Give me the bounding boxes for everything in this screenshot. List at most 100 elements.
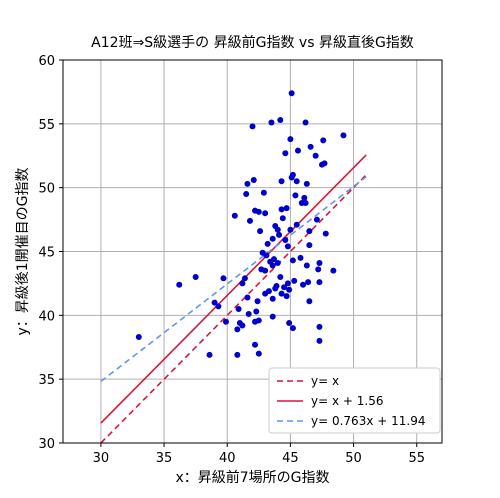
data-point xyxy=(287,136,294,143)
data-point xyxy=(268,119,275,126)
chart-title: A12班⇒S級選手の 昇級前G指数 vs 昇級直後G指数 xyxy=(91,34,414,51)
data-points xyxy=(135,90,347,358)
fit-lines xyxy=(100,154,367,444)
x-tick-label: 45 xyxy=(282,451,299,466)
data-point xyxy=(231,212,238,219)
data-point xyxy=(292,192,299,199)
data-point xyxy=(289,325,296,332)
legend-label: y= x xyxy=(311,374,339,388)
data-point xyxy=(301,194,308,201)
data-point xyxy=(135,334,142,341)
data-point xyxy=(277,117,284,124)
data-point xyxy=(294,147,301,154)
legend-label: y= 0.763x + 11.94 xyxy=(311,414,425,428)
data-point xyxy=(263,252,270,259)
data-point xyxy=(321,160,328,167)
data-point xyxy=(316,279,323,286)
fit-line-2 xyxy=(100,154,367,424)
data-point xyxy=(277,274,284,281)
x-tick-label: 55 xyxy=(408,451,425,466)
data-point xyxy=(274,259,281,266)
legend: y= x y= x + 1.56 y= 0.763x + 11.94 xyxy=(268,367,441,434)
data-point xyxy=(312,152,319,159)
data-point xyxy=(278,290,285,297)
data-point xyxy=(306,242,313,249)
data-point xyxy=(255,208,262,215)
data-point xyxy=(303,180,310,187)
data-point xyxy=(284,280,291,287)
data-point xyxy=(278,178,285,185)
data-point xyxy=(272,285,279,292)
data-point xyxy=(284,243,291,250)
data-point xyxy=(303,262,310,269)
data-point xyxy=(220,275,227,282)
data-point xyxy=(283,205,290,212)
data-point xyxy=(302,119,309,126)
fit-line-3 xyxy=(100,176,367,382)
data-point xyxy=(255,350,262,357)
data-point xyxy=(253,308,260,315)
data-point xyxy=(278,206,285,213)
data-point xyxy=(276,231,283,238)
data-point xyxy=(316,323,323,330)
x-axis-label: x：昇級前7場所のG指数 xyxy=(175,469,329,486)
data-point xyxy=(320,137,327,144)
data-point xyxy=(262,290,269,297)
data-point xyxy=(269,295,276,302)
data-point xyxy=(239,280,246,287)
data-point xyxy=(288,174,295,181)
x-tick-label: 35 xyxy=(156,451,173,466)
x-tick-label: 30 xyxy=(93,451,110,466)
data-point xyxy=(279,215,286,222)
grid xyxy=(63,59,442,444)
x-tick-label: 40 xyxy=(219,451,236,466)
data-point xyxy=(289,257,296,264)
data-point xyxy=(316,337,323,344)
data-point xyxy=(222,318,229,325)
legend-box xyxy=(268,367,441,434)
data-point xyxy=(269,235,276,242)
legend-label: y= x + 1.56 xyxy=(311,394,383,408)
data-point xyxy=(239,322,246,329)
data-point xyxy=(234,326,241,333)
y-tick-label: 60 xyxy=(38,54,55,69)
data-point xyxy=(192,274,199,281)
data-point xyxy=(306,298,313,305)
data-point xyxy=(250,177,257,184)
data-point xyxy=(262,267,269,274)
data-point xyxy=(281,284,288,291)
y-tick-label: 45 xyxy=(38,246,55,261)
data-point xyxy=(293,178,300,185)
y-tick-label: 55 xyxy=(38,118,55,133)
data-point xyxy=(252,341,259,348)
data-point xyxy=(316,259,323,266)
y-tick-label: 30 xyxy=(38,437,55,452)
data-point xyxy=(286,286,293,293)
data-point xyxy=(257,228,264,235)
data-point xyxy=(286,319,293,326)
data-point xyxy=(300,281,307,288)
data-point xyxy=(262,210,269,217)
data-point xyxy=(241,275,248,282)
x-tick-label: 50 xyxy=(345,451,362,466)
data-point xyxy=(269,262,276,269)
data-point xyxy=(293,221,300,228)
data-point xyxy=(291,277,298,284)
data-point xyxy=(260,189,267,196)
data-point xyxy=(288,90,295,97)
y-tick-label: 50 xyxy=(38,182,55,197)
y-tick-label: 40 xyxy=(38,309,55,324)
data-point xyxy=(249,123,256,130)
data-point xyxy=(235,305,242,312)
data-point xyxy=(215,303,222,310)
data-point xyxy=(244,180,251,187)
y-axis-label: y：昇級後1開催目のG指数 xyxy=(15,167,31,335)
data-point xyxy=(282,237,289,244)
data-point xyxy=(282,150,289,157)
data-point xyxy=(297,254,304,261)
data-point xyxy=(307,143,314,150)
data-point xyxy=(254,298,261,305)
data-point xyxy=(176,281,183,288)
data-point xyxy=(244,294,251,301)
